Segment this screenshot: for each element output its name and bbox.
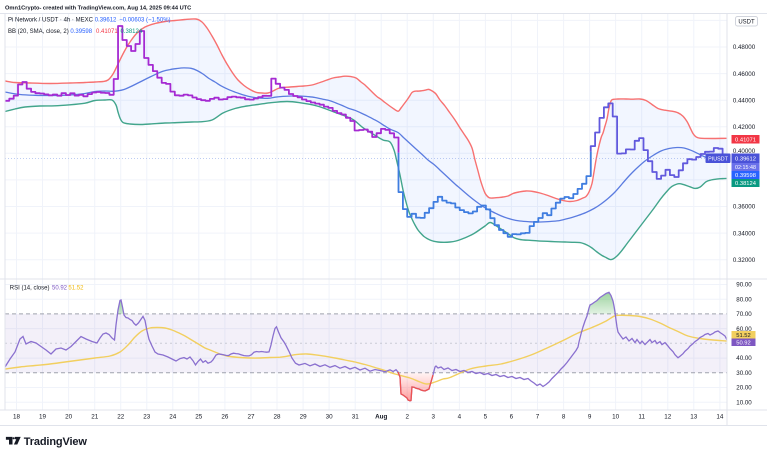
- svg-text:TradingView: TradingView: [24, 436, 88, 448]
- svg-text:0.38124: 0.38124: [735, 181, 757, 187]
- svg-text:10: 10: [612, 413, 620, 420]
- svg-text:0.32000: 0.32000: [733, 257, 756, 264]
- svg-text:6: 6: [510, 413, 514, 420]
- svg-text:27: 27: [247, 413, 255, 420]
- svg-text:0.36000: 0.36000: [733, 204, 756, 211]
- svg-text:11: 11: [638, 413, 645, 420]
- svg-text:23: 23: [143, 413, 151, 420]
- svg-text:Aug: Aug: [375, 413, 387, 420]
- svg-text:8: 8: [562, 413, 566, 420]
- svg-text:0.41071: 0.41071: [735, 138, 756, 144]
- svg-text:RSI (14, close): RSI (14, close): [10, 285, 50, 291]
- svg-text:50.92: 50.92: [736, 340, 751, 346]
- svg-text:12: 12: [664, 413, 672, 420]
- svg-text:4: 4: [458, 413, 462, 420]
- svg-text:5: 5: [484, 413, 488, 420]
- svg-text:24: 24: [169, 413, 177, 420]
- svg-text:Omn1Crypto- created with Tradi: Omn1Crypto- created with TradingView.com…: [5, 5, 191, 11]
- svg-text:0.48000: 0.48000: [733, 44, 756, 51]
- svg-text:10.00: 10.00: [736, 399, 752, 406]
- svg-text:20: 20: [65, 413, 73, 420]
- svg-text:0.40000: 0.40000: [733, 148, 756, 155]
- svg-text:90.00: 90.00: [736, 282, 752, 289]
- svg-text:29: 29: [300, 413, 308, 420]
- svg-text:25: 25: [195, 413, 203, 420]
- svg-text:0.41071: 0.41071: [96, 29, 118, 35]
- svg-text:40.00: 40.00: [736, 355, 752, 362]
- svg-text:USDT: USDT: [738, 20, 755, 26]
- svg-text:0.39612: 0.39612: [735, 157, 756, 163]
- svg-text:60.00: 60.00: [736, 326, 752, 333]
- svg-text:0.39598: 0.39598: [70, 29, 92, 35]
- svg-text:02:15:48: 02:15:48: [735, 165, 756, 171]
- svg-text:13: 13: [690, 413, 698, 420]
- svg-text:80.00: 80.00: [736, 296, 752, 303]
- svg-text:70.00: 70.00: [736, 311, 752, 318]
- svg-text:30: 30: [326, 413, 334, 420]
- svg-text:14: 14: [716, 413, 724, 420]
- svg-text:0.38124: 0.38124: [121, 29, 143, 35]
- svg-text:50.92: 50.92: [52, 285, 68, 291]
- svg-text:0.39612: 0.39612: [95, 18, 117, 24]
- svg-text:9: 9: [588, 413, 592, 420]
- svg-text:PIUSDT: PIUSDT: [708, 156, 728, 162]
- svg-text:31: 31: [352, 413, 360, 420]
- svg-text:7: 7: [536, 413, 540, 420]
- svg-text:51.52: 51.52: [68, 285, 84, 291]
- svg-text:0.46000: 0.46000: [733, 71, 756, 78]
- svg-text:BB (20, SMA, close, 2): BB (20, SMA, close, 2): [8, 29, 69, 35]
- svg-text:2: 2: [405, 413, 409, 420]
- svg-text:0.34000: 0.34000: [733, 230, 756, 237]
- svg-text:22: 22: [117, 413, 125, 420]
- svg-text:21: 21: [91, 413, 99, 420]
- svg-text:20.00: 20.00: [736, 385, 752, 392]
- svg-text:3: 3: [432, 413, 436, 420]
- svg-text:Pi Network / USDT · 4h · MEXC: Pi Network / USDT · 4h · MEXC: [8, 18, 94, 24]
- svg-text:−0.00603 (−1.50%): −0.00603 (−1.50%): [119, 18, 170, 24]
- svg-text:30.00: 30.00: [736, 370, 752, 377]
- svg-text:18: 18: [13, 413, 21, 420]
- svg-text:19: 19: [39, 413, 47, 420]
- svg-text:51.52: 51.52: [736, 333, 751, 339]
- svg-text:0.44000: 0.44000: [733, 97, 756, 104]
- svg-text:0.39598: 0.39598: [735, 173, 756, 179]
- svg-text:26: 26: [221, 413, 229, 420]
- svg-text:28: 28: [273, 413, 281, 420]
- svg-text:0.42000: 0.42000: [733, 124, 756, 131]
